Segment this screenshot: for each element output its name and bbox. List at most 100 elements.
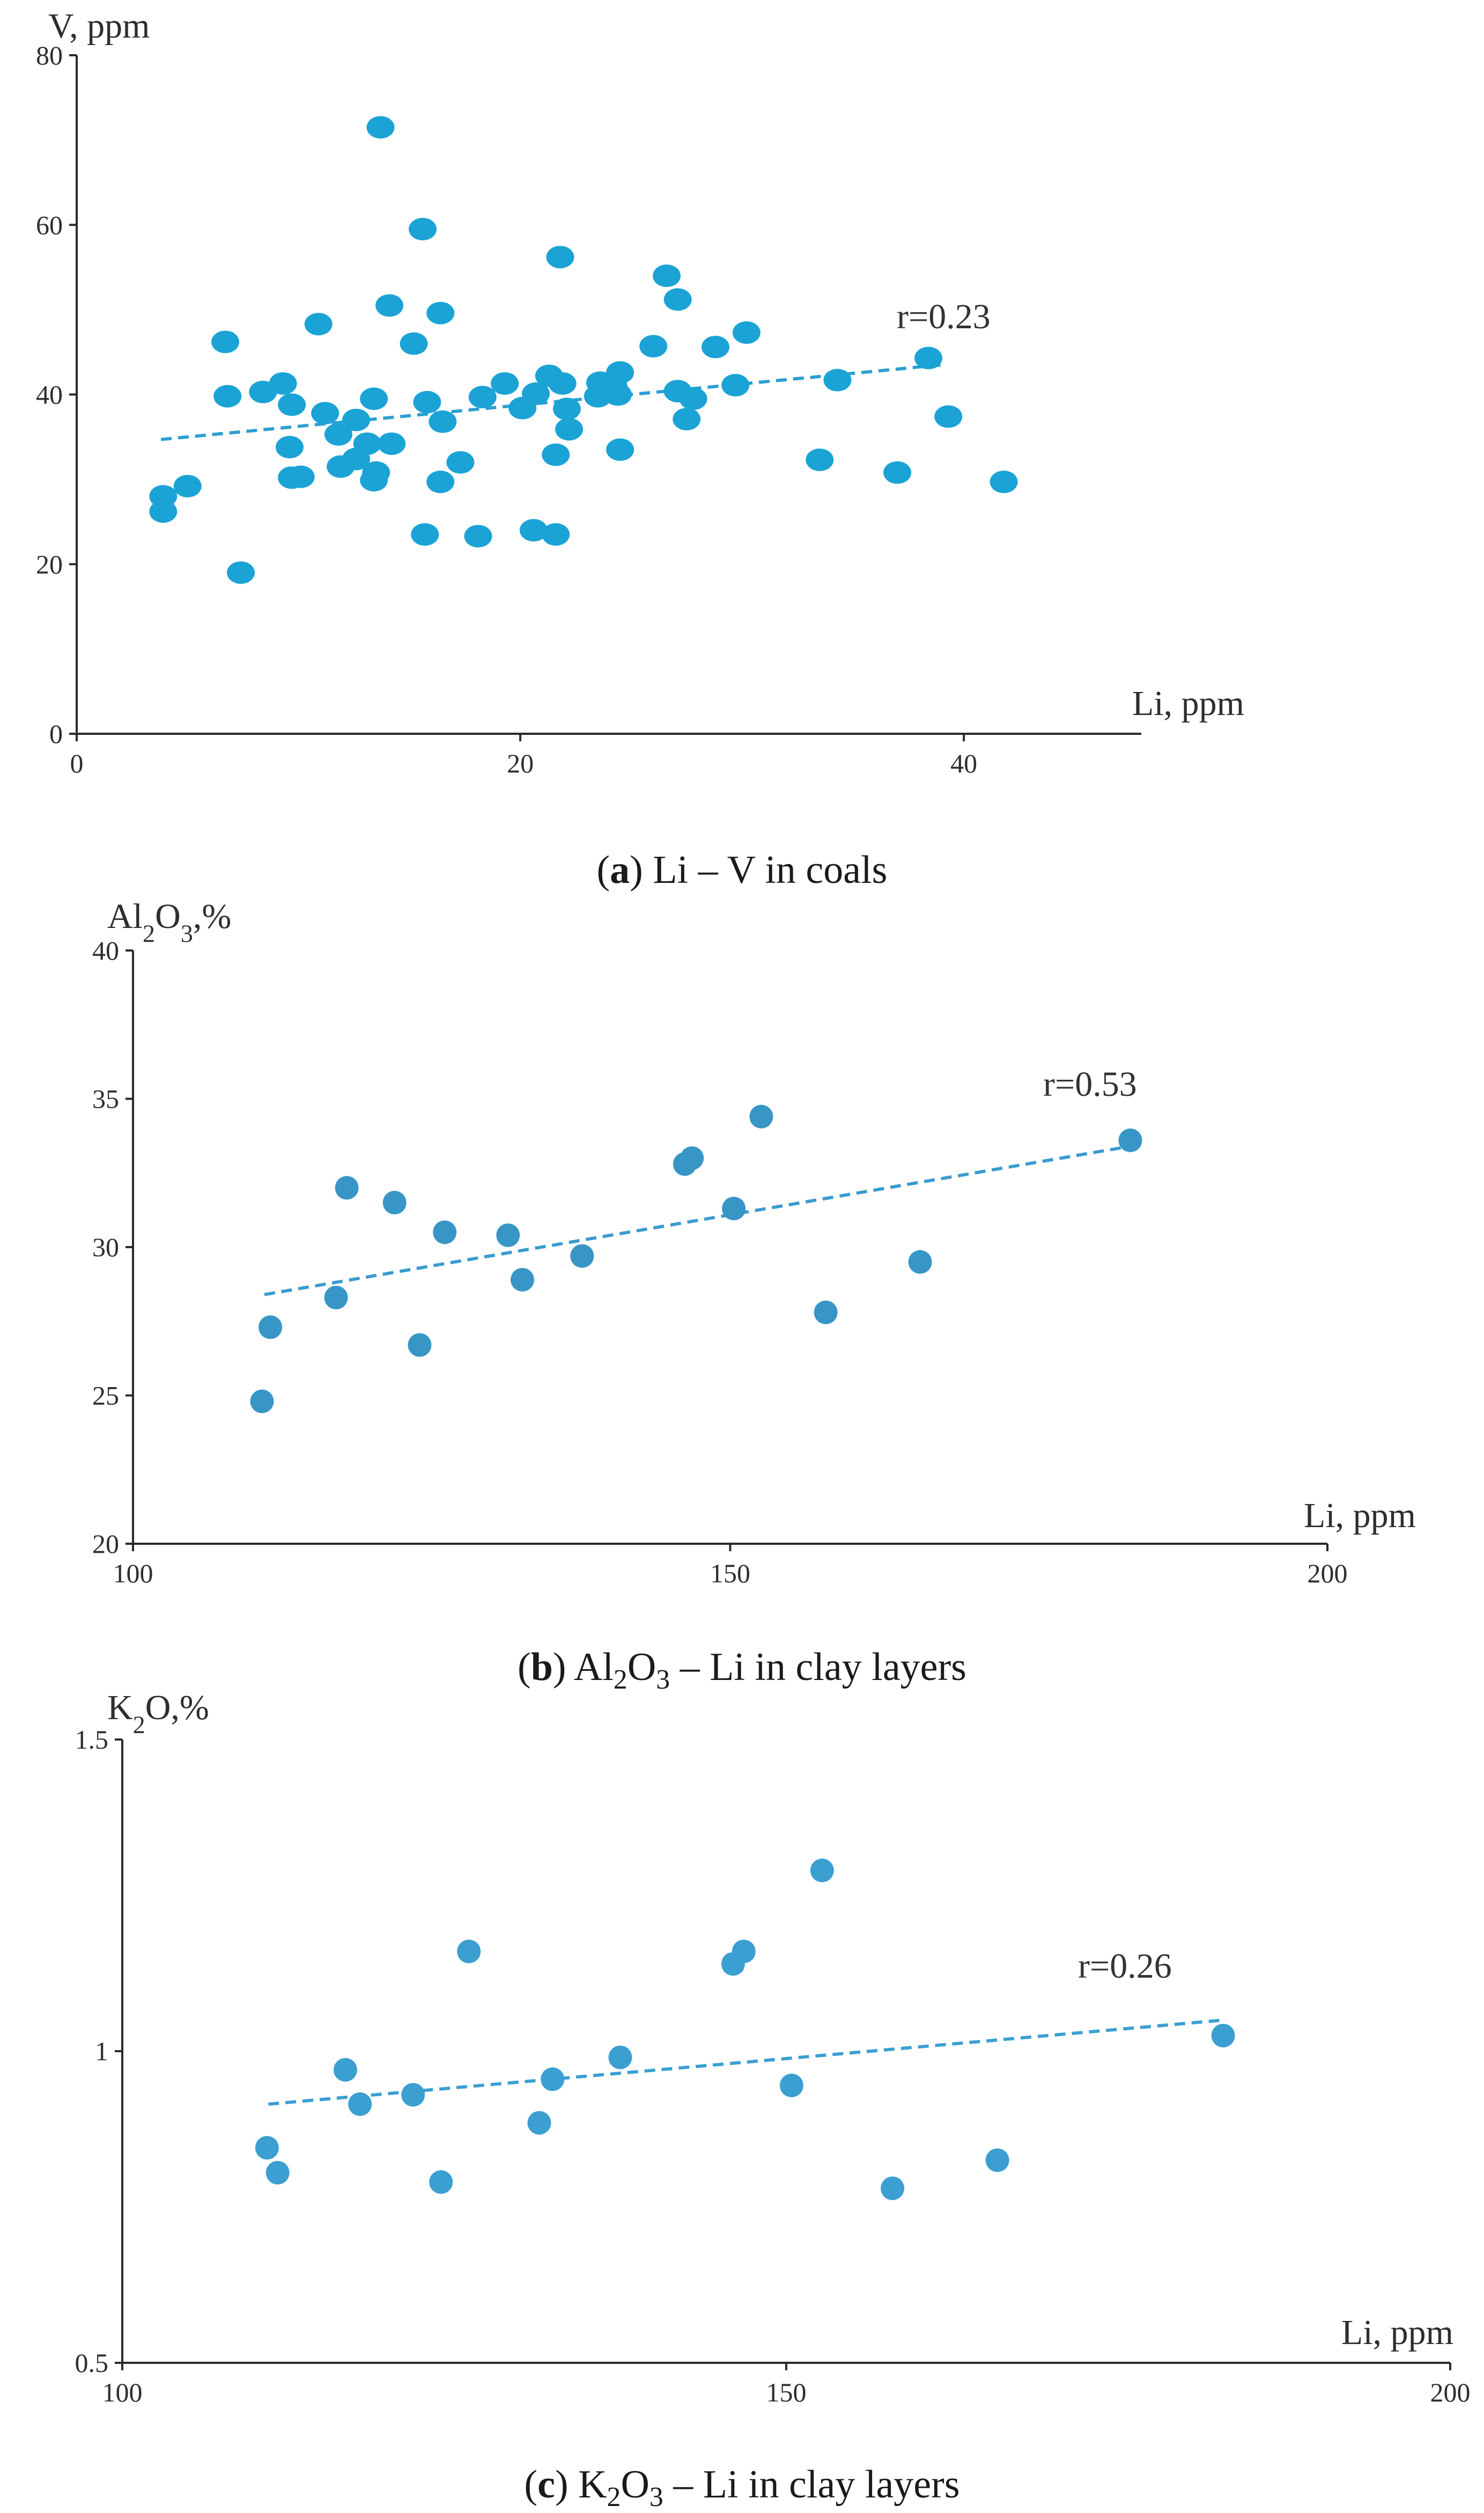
x-tick-label: 40	[950, 748, 977, 778]
data-point	[823, 369, 852, 392]
data-point	[335, 1176, 359, 1200]
data-point	[555, 418, 584, 441]
data-point	[311, 402, 339, 425]
y-axis-title: Al2O3,%	[107, 897, 231, 947]
data-point	[519, 519, 548, 542]
caption-b-label: b	[530, 1645, 553, 1689]
x-axis-title: Li, ppm	[1341, 2313, 1453, 2352]
data-point	[608, 2045, 632, 2069]
x-tick-label: 150	[766, 2377, 807, 2407]
panel-b-chart: 20 25 30 35 40 100 150 200 Al2O3,% Li, ppm r=0.53	[92, 897, 1416, 1588]
x-axis-title: Li, ppm	[1132, 684, 1244, 723]
data-point	[213, 385, 242, 408]
data-point	[411, 523, 439, 546]
data-point	[702, 335, 729, 358]
data-point	[1118, 1128, 1142, 1152]
data-point	[1211, 2023, 1235, 2047]
data-point	[342, 408, 371, 431]
y-tick-label: 40	[36, 380, 63, 410]
data-point	[250, 1389, 274, 1413]
data-point	[606, 438, 634, 461]
y-tick-label: 20	[36, 549, 63, 579]
data-point	[496, 1223, 520, 1247]
data-point	[401, 2083, 425, 2107]
y-tick-label: 40	[92, 935, 119, 966]
data-point	[508, 396, 537, 419]
data-point	[673, 408, 701, 431]
data-point	[227, 561, 255, 584]
data-point	[679, 387, 707, 410]
data-point	[366, 116, 395, 139]
data-point	[908, 1250, 932, 1274]
data-point	[552, 397, 581, 421]
caption-b: (b) Al2O3 – Li in clay layers	[518, 1645, 966, 1695]
data-point	[810, 1859, 834, 1883]
data-point	[934, 405, 963, 428]
data-point	[883, 461, 912, 484]
data-point	[985, 2148, 1009, 2172]
data-point	[680, 1146, 704, 1170]
x-tick-label: 100	[113, 1558, 153, 1588]
y-tick-label: 25	[92, 1381, 119, 1411]
y-tick-label: 80	[36, 40, 63, 70]
x-tick-label: 0	[70, 748, 84, 778]
data-point	[333, 2058, 357, 2082]
x-tick-label: 200	[1430, 2377, 1471, 2407]
data-point	[426, 301, 455, 325]
data-point	[429, 2170, 453, 2194]
data-point	[639, 335, 668, 358]
x-tick-label: 200	[1308, 1558, 1348, 1588]
data-point	[511, 1267, 535, 1292]
data-point	[527, 2111, 551, 2135]
data-point	[348, 2092, 372, 2116]
data-point	[426, 470, 455, 493]
correlation-label: r=0.23	[897, 297, 991, 336]
data-point	[749, 1104, 773, 1129]
data-point	[327, 455, 355, 478]
data-point	[211, 330, 240, 353]
data-point	[265, 2161, 290, 2185]
data-point	[408, 1333, 432, 1357]
data-point	[722, 1197, 746, 1221]
data-point	[732, 1940, 756, 1964]
correlation-label: r=0.26	[1078, 1947, 1172, 1986]
data-point	[360, 469, 388, 492]
data-point	[409, 218, 437, 241]
data-point	[548, 372, 577, 395]
data-point	[286, 465, 315, 488]
x-axis-title: Li, ppm	[1304, 1496, 1416, 1535]
data-point	[663, 288, 692, 311]
data-point	[546, 246, 574, 269]
data-point	[304, 313, 333, 336]
data-point	[324, 423, 352, 446]
y-tick-label: 1	[95, 2036, 108, 2066]
caption-a-text: Li – V in coals	[643, 848, 888, 892]
data-point	[278, 393, 306, 416]
data-point	[881, 2176, 905, 2200]
data-point	[382, 1191, 407, 1215]
data-point	[249, 380, 277, 403]
data-point	[542, 523, 570, 546]
data-point	[468, 386, 497, 409]
x-tick-label: 100	[102, 2377, 143, 2407]
caption-a-label: a	[610, 848, 630, 892]
data-point	[324, 1286, 348, 1310]
trend-line	[160, 363, 942, 441]
data-point	[491, 372, 519, 395]
data-point	[653, 264, 681, 288]
data-point	[541, 2067, 565, 2091]
y-tick-label: 0	[49, 719, 63, 749]
data-point	[276, 436, 304, 459]
data-point	[173, 475, 202, 498]
caption-c-label: c	[537, 2463, 555, 2507]
y-axis-title: K2O,%	[107, 1688, 209, 1738]
data-point	[259, 1315, 283, 1339]
panel-a-chart: 0 20 40 60 80 0 20 40 V, ppm Li, ppm r=0.23	[36, 6, 1244, 778]
y-tick-label: 30	[92, 1232, 119, 1262]
data-point	[464, 525, 492, 548]
data-point	[360, 387, 388, 410]
y-tick-label: 20	[92, 1529, 119, 1559]
data-point	[721, 374, 750, 397]
data-point	[457, 1940, 481, 1964]
